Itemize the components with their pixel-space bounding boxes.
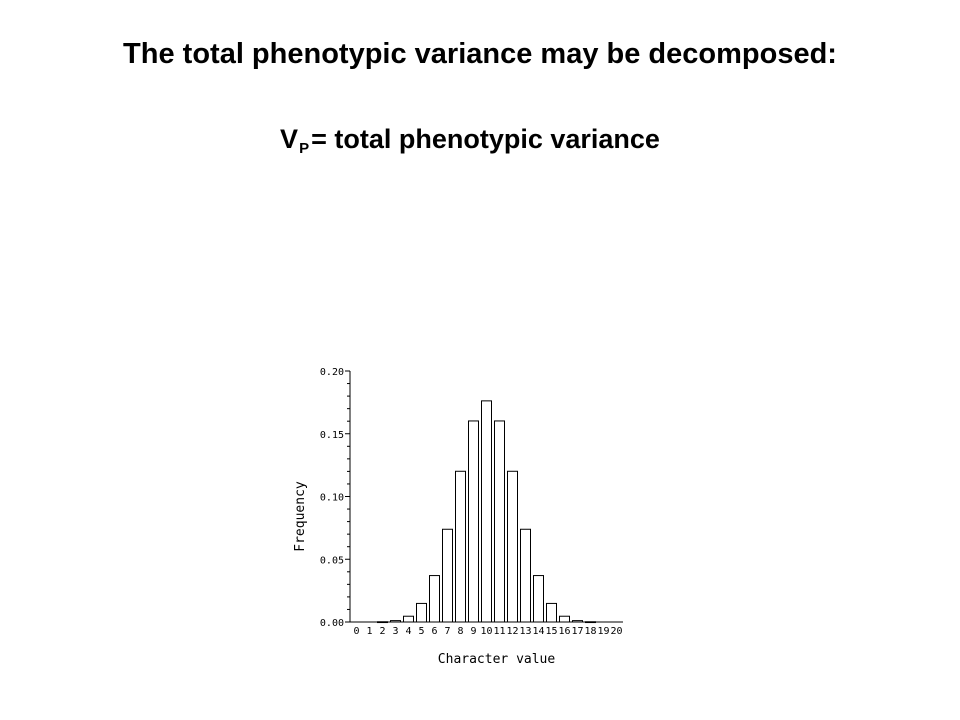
- slide-subtitle: VP= total phenotypic variance: [0, 124, 940, 157]
- x-tick-label: 2: [379, 626, 385, 637]
- histogram-bar-4: [403, 615, 414, 623]
- x-tick-label: 11: [493, 626, 505, 637]
- slide-title: The total phenotypic variance may be dec…: [123, 38, 837, 70]
- variance-subscript: P: [299, 140, 310, 157]
- histogram-bars: [377, 400, 596, 624]
- histogram-bar-13: [520, 528, 531, 623]
- y-tick-label: 0.10: [320, 493, 344, 504]
- x-axis-tick-labels: 0 1 2 3 4 5 6 7 8 9 10 11 12 13 14 15 16 17 18 19 20: [353, 626, 622, 637]
- histogram-svg: 0.000.050.100.150.20 0 1 2 3 4 5 6 7 8 9 10 11 12 13 1…: [293, 367, 623, 667]
- histogram-bar-7: [442, 528, 453, 623]
- histogram-bar-8: [455, 470, 466, 623]
- x-tick-label: 13: [519, 626, 531, 637]
- x-tick-label: 6: [431, 626, 437, 637]
- histogram-bar-14: [533, 575, 544, 623]
- x-tick-label: 8: [457, 626, 463, 637]
- y-tick-label: 0.20: [320, 367, 344, 378]
- y-tick-label: 0.00: [320, 618, 344, 629]
- frequency-histogram: 0.00 0.05 0.10 0.15 0.20 0 1 2 3 4 5 6 7 8 9 10 11 12 13 1…: [280, 350, 640, 680]
- x-tick-label: 14: [532, 626, 544, 637]
- x-tick-label: 1: [366, 626, 372, 637]
- y-axis-tick-labels: 0.00 0.05 0.10 0.15 0.20: [320, 367, 344, 629]
- histogram-bar-10: [481, 400, 492, 623]
- variance-symbol: V: [280, 124, 299, 154]
- x-tick-label: 3: [392, 626, 398, 637]
- y-axis-title: Frequency: [293, 481, 308, 552]
- y-tick-label: 0.15: [320, 430, 344, 441]
- x-tick-label: 16: [558, 626, 570, 637]
- x-tick-label: 17: [571, 626, 583, 637]
- x-tick-label: 10: [480, 626, 492, 637]
- x-tick-label: 12: [506, 626, 518, 637]
- histogram-bar-11: [494, 420, 505, 623]
- x-axis-title: Character value: [438, 652, 556, 667]
- variance-definition: = total phenotypic variance: [311, 124, 660, 154]
- x-tick-label: 7: [444, 626, 450, 637]
- x-tick-label: 20: [610, 626, 622, 637]
- x-tick-label: 15: [545, 626, 557, 637]
- histogram-bar-16: [559, 615, 570, 623]
- x-tick-label: 9: [470, 626, 476, 637]
- x-tick-label: 0: [353, 626, 359, 637]
- y-axis-ticks: [345, 370, 350, 623]
- y-tick-label: 0.05: [320, 555, 344, 566]
- histogram-bar-5: [416, 602, 427, 623]
- histogram-bar-15: [546, 602, 557, 623]
- histogram-bar-9: [468, 420, 479, 623]
- x-tick-label: 4: [405, 626, 411, 637]
- histogram-bar-6: [429, 575, 440, 623]
- x-tick-label: 18: [584, 626, 596, 637]
- histogram-bar-12: [507, 470, 518, 623]
- x-tick-label: 19: [597, 626, 609, 637]
- x-tick-label: 5: [418, 626, 424, 637]
